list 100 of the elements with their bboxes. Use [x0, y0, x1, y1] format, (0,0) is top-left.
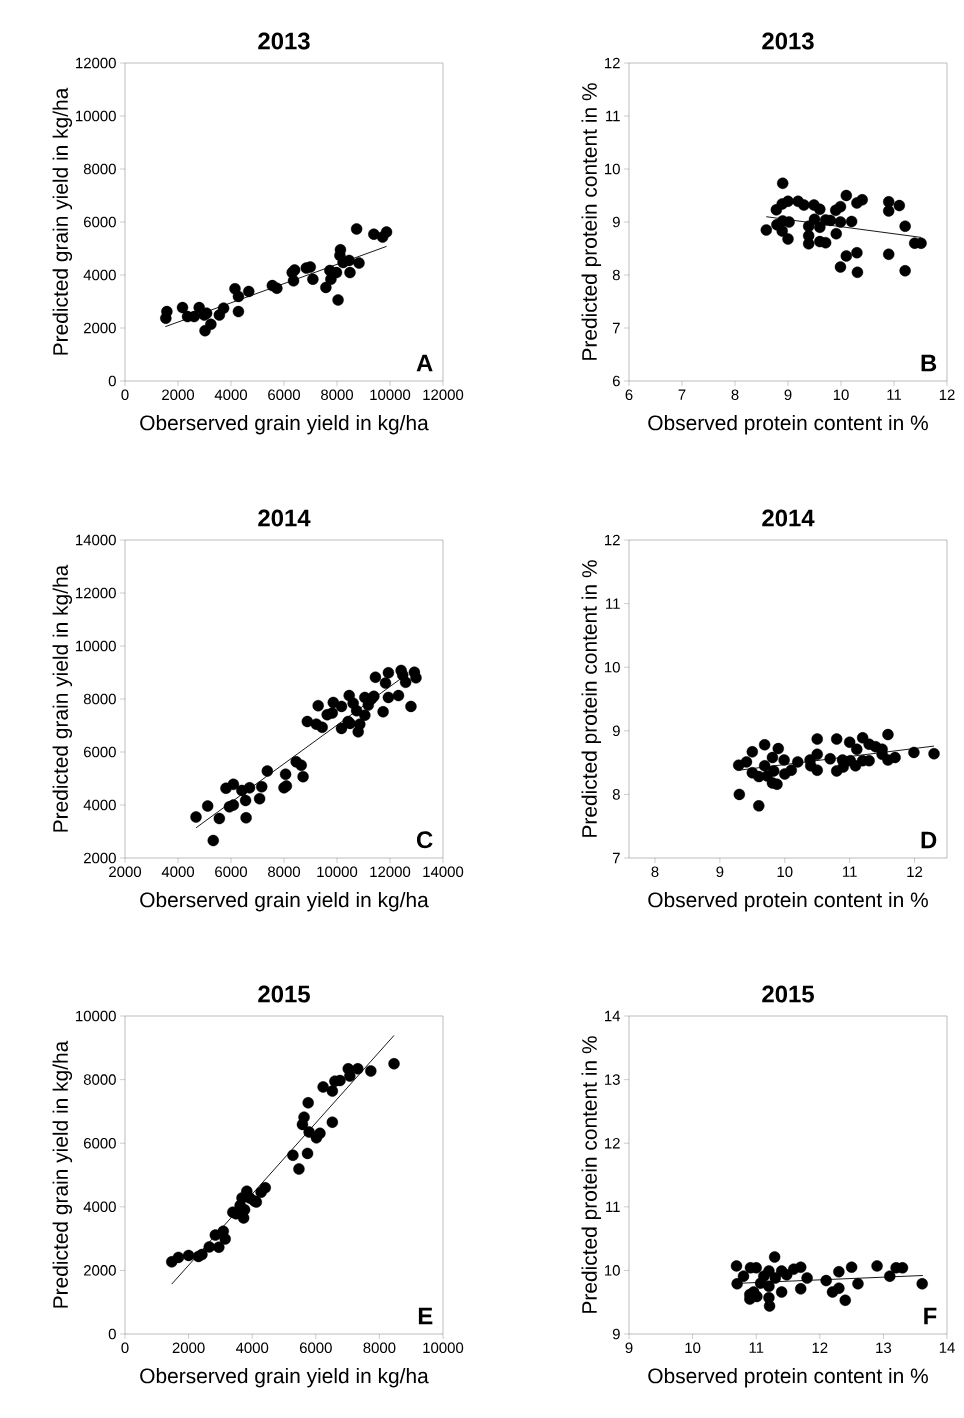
x-tick-label: 10000 [317, 866, 358, 878]
y-axis-title: Predicted protein content in % [581, 83, 602, 360]
x-tick-label: 2000 [172, 1342, 205, 1354]
x-tick-label: 6000 [299, 1342, 332, 1354]
y-tick-label: 10 [605, 1265, 620, 1276]
y-tick-label: 12 [605, 1138, 620, 1149]
y-tick-label: 10000 [76, 110, 116, 122]
x-tick-label: 12 [812, 1342, 828, 1353]
y-tick-label: 10 [605, 163, 620, 175]
x-tick-label: 6 [625, 389, 633, 401]
y-tick-label: 8 [612, 789, 620, 800]
x-tick-label: 4000 [214, 389, 248, 401]
annotation: A [416, 354, 433, 372]
x-tick-label: 7 [678, 389, 686, 400]
x-axis-title: Observed protein content in % [648, 414, 928, 435]
x-tick-label: 0 [121, 389, 129, 401]
x-tick-label: 12000 [370, 866, 411, 878]
y-tick-label: 12 [605, 57, 620, 69]
y-tick-label: 10 [605, 661, 620, 673]
chart-title: 2015 [258, 985, 310, 1003]
x-tick-label: 0 [121, 1342, 129, 1354]
y-tick-label: 6000 [84, 216, 116, 228]
chart-title: 2015 [762, 985, 814, 1003]
y-tick-label: 9 [612, 725, 620, 737]
annotation: E [418, 1307, 433, 1325]
y-tick-label: 4000 [83, 799, 116, 811]
x-axis-title: Oberserved grain yield in kg/ha [140, 1367, 429, 1388]
x-tick-label: 9 [784, 389, 792, 401]
y-tick-label: 7 [612, 322, 620, 334]
x-axis-title: Oberserved grain yield in kg/ha [140, 414, 429, 435]
y-axis-title: Predicted grain yield in kg/ha [52, 564, 73, 832]
y-tick-label: 12000 [76, 587, 116, 599]
x-tick-label: 11 [887, 389, 902, 400]
x-tick-label: 8000 [363, 1342, 396, 1354]
y-tick-label: 6000 [84, 746, 116, 758]
x-tick-label: 10 [833, 389, 849, 401]
x-tick-label: 10000 [423, 1342, 464, 1354]
y-tick-label: 9 [612, 216, 620, 228]
y-tick-label: 11 [606, 598, 620, 609]
x-tick-label: 4000 [161, 866, 195, 878]
x-tick-label: 9 [625, 1342, 633, 1354]
y-tick-label: 6000 [84, 1137, 116, 1149]
x-tick-label: 9 [716, 866, 724, 878]
y-tick-label: 0 [108, 1328, 116, 1340]
chart-title: 2013 [762, 32, 814, 50]
y-tick-label: 11 [606, 1201, 620, 1212]
x-tick-label: 10 [777, 866, 793, 878]
x-tick-label: 6000 [268, 389, 301, 401]
y-tick-label: 14 [605, 1010, 621, 1022]
x-tick-label: 8000 [268, 866, 301, 878]
chart-title: 2014 [258, 509, 311, 527]
x-tick-label: 14000 [423, 866, 464, 878]
x-tick-label: 11 [749, 1342, 764, 1353]
x-tick-label: 8000 [321, 389, 354, 401]
y-tick-label: 8000 [83, 163, 116, 175]
y-tick-label: 2000 [83, 1265, 116, 1276]
x-tick-label: 11 [843, 866, 857, 877]
x-tick-label: 6000 [215, 866, 248, 878]
x-axis-title: Oberserved grain yield in kg/ha [140, 891, 429, 912]
x-axis-title: Observed protein content in % [648, 891, 928, 912]
chart-title: 2013 [258, 32, 310, 50]
y-tick-label: 10000 [76, 1010, 116, 1022]
y-tick-label: 14000 [76, 534, 116, 546]
y-tick-label: 4000 [83, 1201, 116, 1213]
annotation: B [921, 354, 937, 372]
y-tick-label: 9 [612, 1328, 620, 1340]
y-tick-label: 0 [108, 375, 116, 387]
y-axis-title: Predicted protein content in % [581, 1036, 602, 1313]
x-tick-label: 12 [939, 389, 955, 400]
x-tick-label: 12 [907, 866, 923, 877]
x-tick-label: 2000 [162, 389, 195, 401]
y-tick-label: 8000 [83, 693, 116, 705]
chart-title: 2014 [762, 509, 815, 527]
y-axis-title: Predicted grain yield in kg/ha [52, 87, 73, 355]
x-tick-label: 10 [685, 1342, 701, 1354]
x-tick-label: 10000 [370, 389, 411, 401]
y-tick-label: 8 [612, 269, 620, 281]
x-axis-title: Observed protein content in % [648, 1367, 928, 1388]
x-tick-label: 13 [876, 1342, 892, 1354]
x-tick-label: 8 [731, 389, 739, 401]
annotation: F [924, 1307, 937, 1325]
y-tick-label: 12 [605, 534, 620, 546]
y-tick-label: 12000 [76, 57, 116, 69]
y-tick-label: 7 [612, 852, 620, 864]
y-tick-label: 2000 [83, 852, 116, 864]
y-axis-title: Predicted grain yield in kg/ha [52, 1040, 73, 1308]
annotation: D [921, 831, 937, 849]
x-tick-label: 12000 [423, 389, 464, 401]
y-tick-label: 13 [605, 1074, 620, 1085]
annotation: C [416, 831, 433, 849]
x-tick-label: 8 [651, 866, 659, 878]
y-tick-label: 8000 [83, 1074, 116, 1085]
y-tick-label: 4000 [83, 269, 116, 281]
x-tick-label: 4000 [235, 1342, 269, 1354]
y-tick-label: 11 [606, 110, 620, 122]
x-tick-label: 14 [939, 1342, 955, 1353]
y-tick-label: 6 [612, 375, 620, 387]
y-axis-title: Predicted protein content in % [581, 560, 602, 837]
y-tick-label: 10000 [76, 640, 116, 652]
y-tick-label: 2000 [83, 322, 116, 334]
